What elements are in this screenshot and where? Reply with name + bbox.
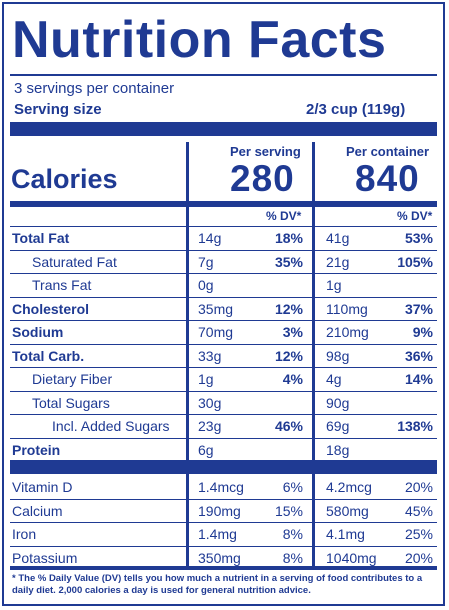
nutrient-name: Cholesterol bbox=[12, 300, 90, 317]
container-dv: 105% bbox=[397, 253, 433, 270]
container-dv: 14% bbox=[404, 371, 433, 387]
container-amount: 1040mg bbox=[326, 549, 377, 566]
serving-dv: 18% bbox=[274, 230, 303, 246]
thick-bar-vitamins bbox=[10, 460, 437, 474]
nutrient-name: Trans Fat bbox=[32, 277, 92, 293]
serving-amount: 35mg bbox=[198, 300, 234, 317]
serving-amount: 33g bbox=[198, 347, 222, 364]
serving-amount: 6g bbox=[198, 441, 214, 458]
serving-amount: 7g bbox=[198, 253, 214, 270]
vitamin-name: Potassium bbox=[12, 549, 78, 566]
serving-dv: 46% bbox=[274, 418, 303, 434]
column-divider-1 bbox=[186, 142, 189, 568]
nutrient-name: Total Sugars bbox=[32, 394, 110, 411]
container-dv: 9% bbox=[412, 324, 433, 340]
vitamin-name: Calcium bbox=[12, 502, 63, 519]
serving-amount: 190mg bbox=[198, 502, 241, 519]
servings-per-container: 3 servings per container bbox=[14, 80, 175, 97]
nutrient-name: Protein bbox=[12, 441, 61, 458]
serving-dv: 6% bbox=[282, 479, 303, 495]
container-amount: 18g bbox=[326, 441, 350, 458]
container-amount: 210mg bbox=[326, 324, 369, 340]
serving-dv: 3% bbox=[282, 324, 303, 340]
nutrient-name: Saturated Fat bbox=[32, 253, 117, 270]
serving-dv: 12% bbox=[274, 300, 303, 317]
calories-label: Calories bbox=[11, 164, 118, 194]
serving-dv: 4% bbox=[282, 371, 303, 387]
vitamin-name: Vitamin D bbox=[12, 479, 73, 495]
row-divider bbox=[10, 296, 437, 298]
row-divider bbox=[10, 273, 437, 274]
nutrient-name: Dietary Fiber bbox=[32, 371, 113, 387]
row-divider bbox=[10, 498, 437, 500]
container-dv: 45% bbox=[404, 502, 433, 519]
row-divider bbox=[10, 320, 437, 321]
footnote-line-1: * The % Daily Value (DV) tells you how m… bbox=[12, 573, 423, 584]
serving-dv: 8% bbox=[282, 549, 303, 566]
serving-amount: 1.4mcg bbox=[198, 479, 244, 495]
container-amount: 21g bbox=[326, 253, 350, 270]
divider-title bbox=[10, 74, 437, 76]
row-divider bbox=[10, 522, 437, 523]
container-amount: 90g bbox=[326, 394, 350, 411]
serving-amount: 70mg bbox=[198, 324, 234, 340]
serving-dv: 8% bbox=[282, 526, 303, 542]
nutrient-name: Incl. Added Sugars bbox=[52, 418, 170, 434]
row-divider bbox=[10, 343, 437, 345]
per-container-label: Per container bbox=[346, 144, 430, 159]
serving-amount: 350mg bbox=[198, 549, 241, 566]
nutrient-name: Total Fat bbox=[12, 230, 70, 246]
container-dv: 36% bbox=[404, 347, 433, 364]
row-divider bbox=[10, 390, 437, 392]
container-amount: 4.1mg bbox=[326, 526, 365, 542]
container-amount: 69g bbox=[326, 418, 350, 434]
nutrient-name: Total Carb. bbox=[12, 347, 85, 364]
page-title: Nutrition Facts bbox=[12, 11, 387, 69]
thick-bar-top bbox=[10, 122, 437, 136]
serving-amount: 14g bbox=[198, 230, 222, 246]
container-dv: 20% bbox=[404, 479, 433, 495]
serving-amount: 0g bbox=[198, 277, 214, 293]
row-divider bbox=[10, 249, 437, 251]
container-amount: 98g bbox=[326, 347, 350, 364]
serving-dv: 15% bbox=[274, 502, 303, 519]
row-divider bbox=[10, 226, 437, 227]
nutrient-name: Sodium bbox=[12, 324, 64, 340]
footnote-line-2: daily diet. 2,000 calories a day is used… bbox=[12, 585, 311, 596]
container-dv: 20% bbox=[404, 549, 433, 566]
row-divider bbox=[10, 367, 437, 368]
serving-amount: 1.4mg bbox=[198, 526, 237, 542]
container-dv: 25% bbox=[404, 526, 433, 542]
nutrition-label: Nutrition Facts 3 servings per container… bbox=[2, 2, 445, 606]
serving-amount: 30g bbox=[198, 394, 222, 411]
serving-size-label: Serving size bbox=[14, 101, 102, 118]
serving-amount: 23g bbox=[198, 418, 222, 434]
dv-header-serving: % DV* bbox=[266, 209, 302, 223]
container-amount: 41g bbox=[326, 230, 350, 246]
container-amount: 580mg bbox=[326, 502, 369, 519]
container-amount: 110mg bbox=[326, 300, 368, 317]
dv-header-container: % DV* bbox=[397, 209, 433, 223]
column-divider-2 bbox=[312, 142, 315, 568]
container-amount: 1g bbox=[326, 277, 342, 293]
serving-size-value: 2/3 cup (119g) bbox=[306, 101, 406, 118]
per-serving-label: Per serving bbox=[230, 144, 301, 159]
container-amount: 4.2mcg bbox=[326, 479, 372, 495]
serving-dv: 35% bbox=[274, 253, 303, 270]
row-divider bbox=[10, 414, 437, 415]
calories-per-container: 840 bbox=[355, 158, 420, 199]
row-divider bbox=[10, 545, 437, 547]
calories-per-serving: 280 bbox=[230, 158, 295, 199]
container-amount: 4g bbox=[326, 371, 342, 387]
thick-bar-bottom bbox=[10, 566, 437, 570]
vitamin-name: Iron bbox=[12, 526, 37, 542]
row-divider bbox=[10, 437, 437, 439]
serving-amount: 1g bbox=[198, 371, 214, 387]
calories-bar bbox=[10, 201, 437, 207]
container-dv: 37% bbox=[404, 300, 433, 317]
serving-dv: 12% bbox=[274, 347, 303, 364]
container-dv: 138% bbox=[397, 418, 433, 434]
container-dv: 53% bbox=[404, 230, 433, 246]
